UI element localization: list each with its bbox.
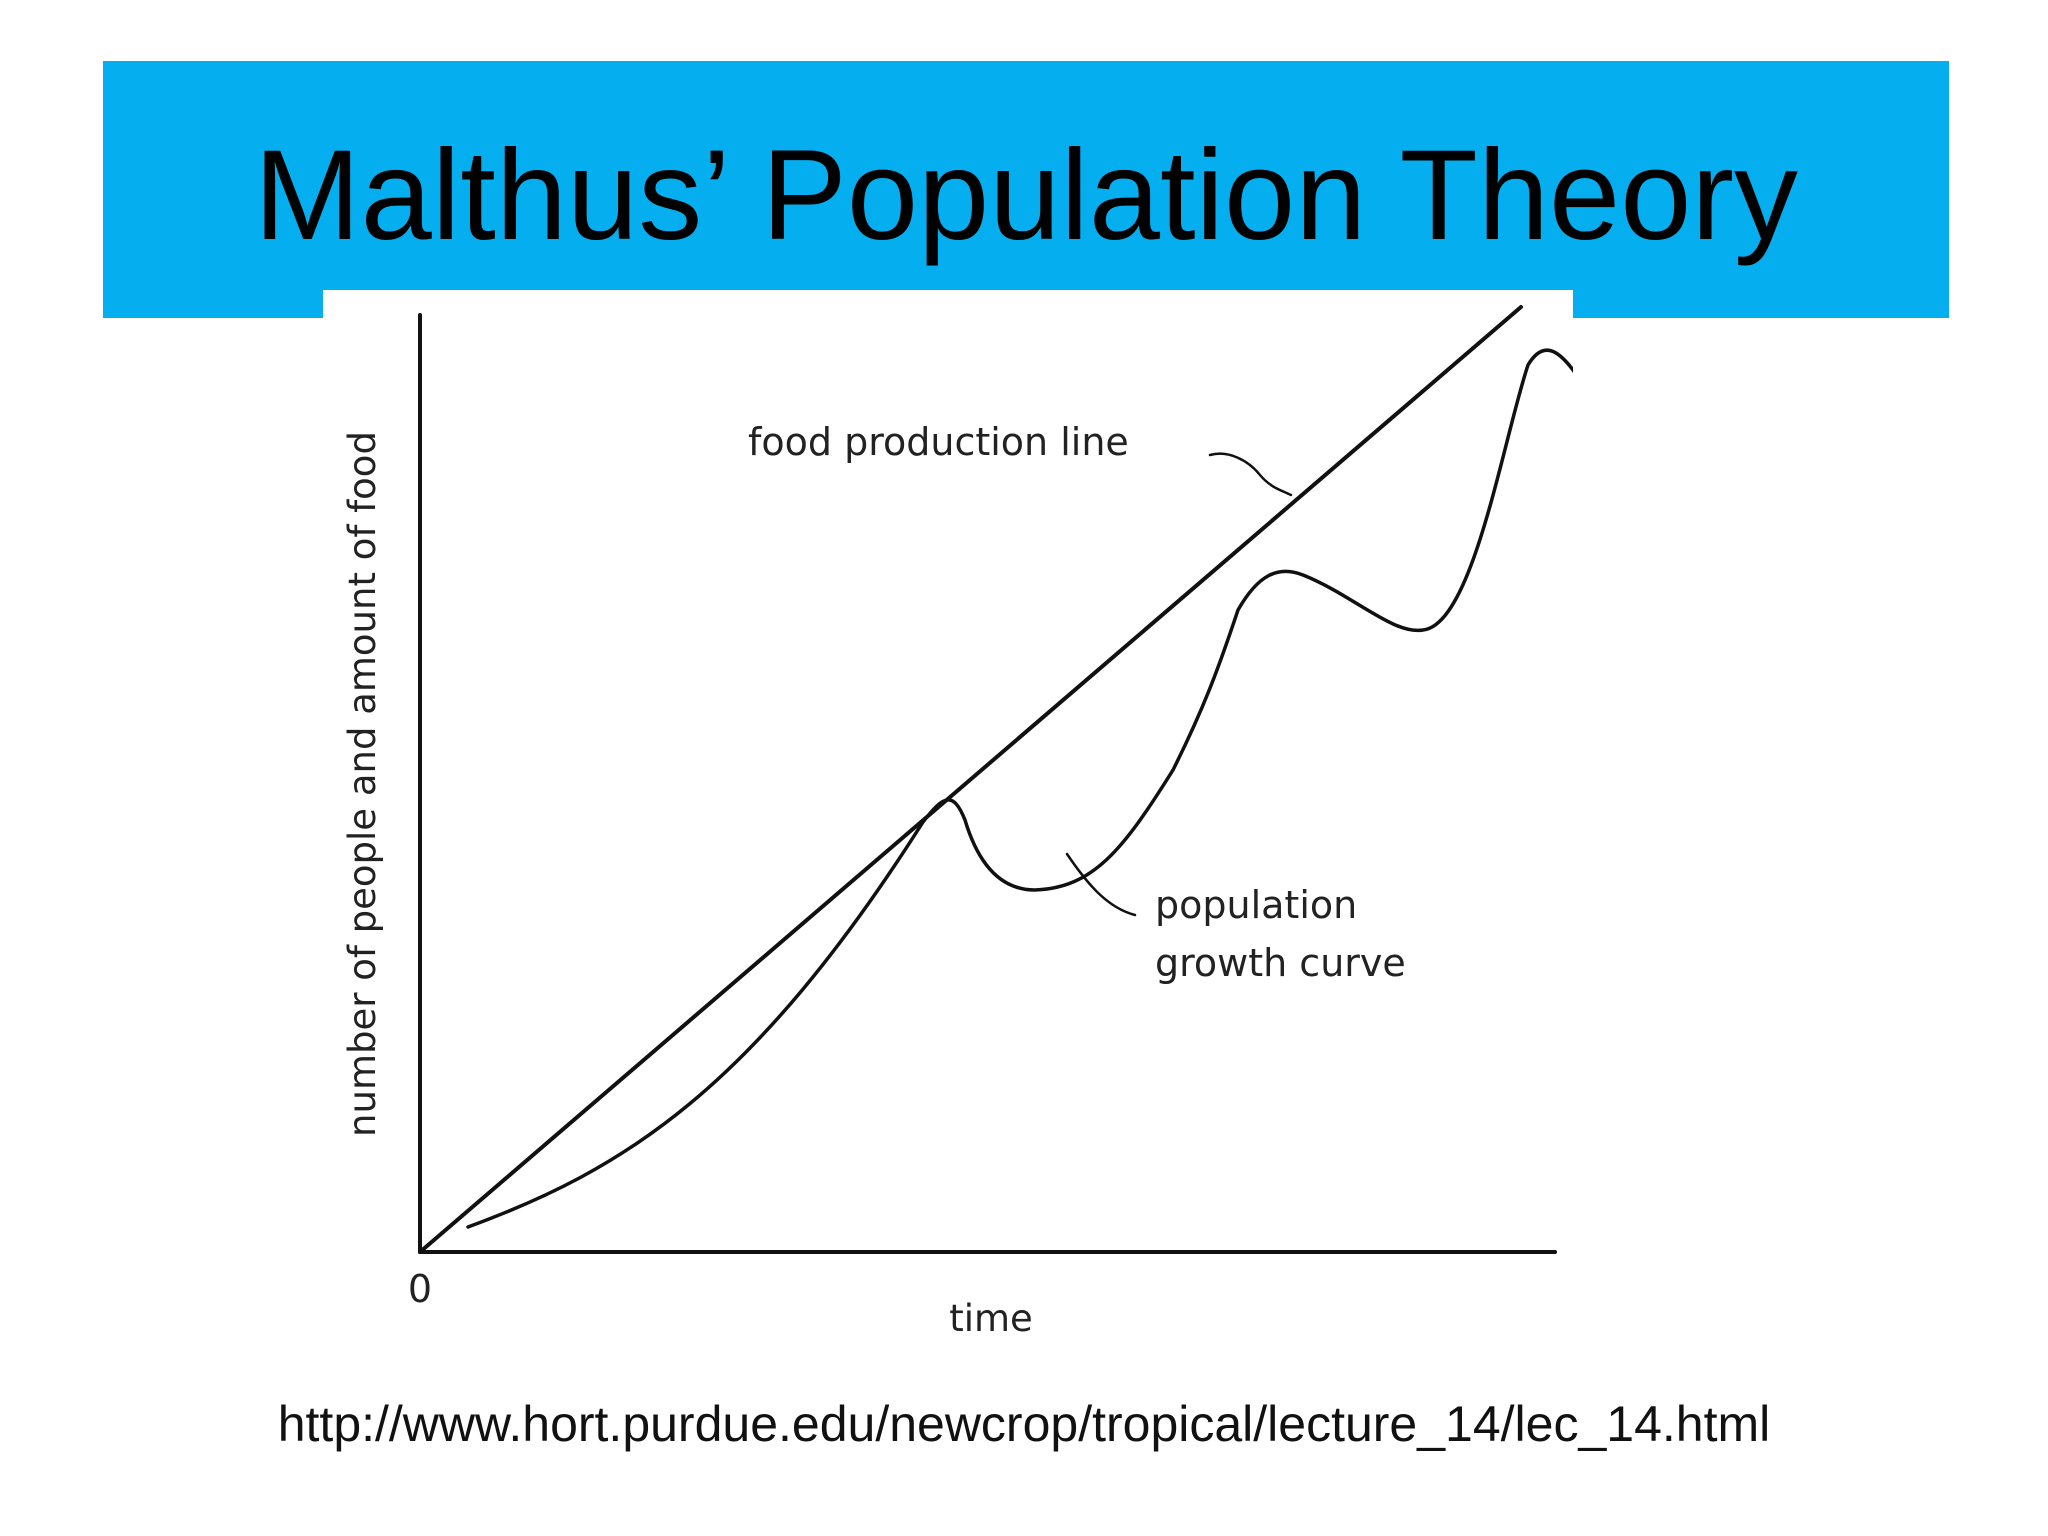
population-label-line1: population [1155,883,1357,927]
slide-title: Malthus’ Population Theory [254,124,1798,267]
population-label-line2: growth curve [1155,941,1406,985]
diagram-figure: number of people and amount of food 0 ti… [323,290,1573,1370]
population-curve-leader [1065,852,1137,917]
food-production-line [418,305,1523,1254]
title-bar: Malthus’ Population Theory [103,61,1949,318]
food-line-label: food production line [748,420,1129,464]
population-growth-curve [466,348,1573,1229]
y-axis-label: number of people and amount of food [341,431,384,1137]
x-axis-label: time [949,1297,1033,1340]
origin-label: 0 [408,1267,432,1311]
source-url: http://www.hort.purdue.edu/newcrop/tropi… [277,1396,1771,1452]
diagram-svg: number of people and amount of food 0 ti… [341,305,1573,1340]
food-line-leader [1208,452,1293,497]
